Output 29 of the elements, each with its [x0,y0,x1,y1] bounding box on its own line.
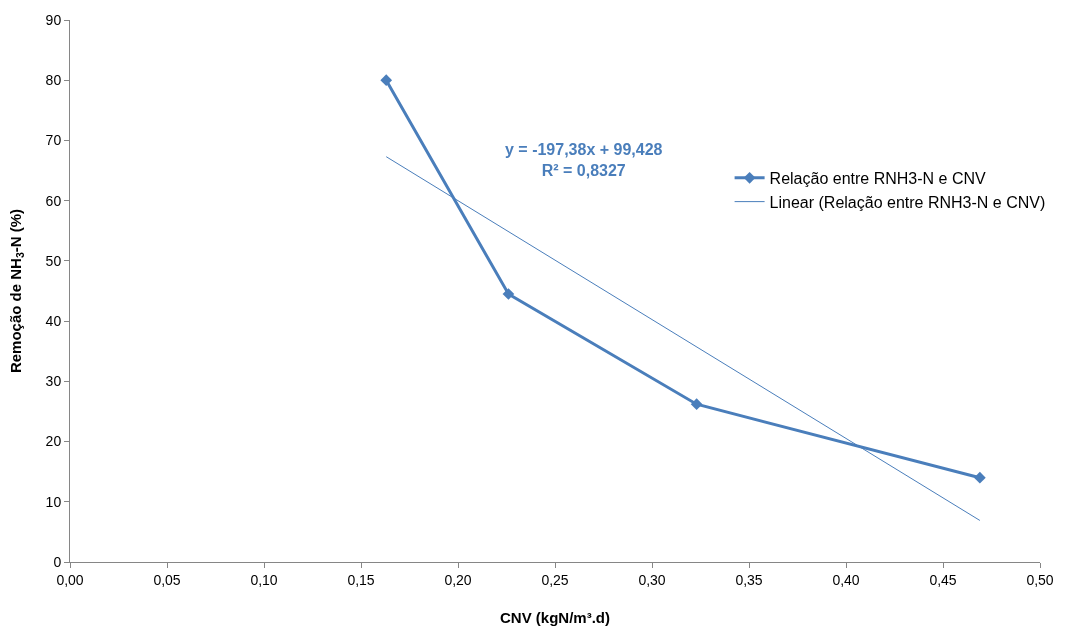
x-tick-label: 0,40 [832,571,860,588]
x-axis-title: CNV (kgN/m³.d) [500,608,610,626]
x-tick-label: 0,10 [250,571,278,588]
y-tick-label: 20 [45,433,62,450]
y-tick-label: 70 [45,132,62,149]
annotation: y = -197,38x + 99,428 R² = 0,8327 [505,141,663,179]
y-tick-label: 90 [45,11,62,28]
y-tick-label: 30 [45,373,62,390]
y-tick-label: 80 [45,72,62,89]
point [690,398,703,411]
x-tick-label: 0,35 [735,571,763,588]
x-tick-label: 0,20 [444,571,472,588]
point [974,471,986,484]
y-tick-label: 60 [45,192,62,209]
y-tick-label: 0 [53,553,62,570]
x-tick-label: 0,05 [153,571,181,588]
x-tick-label: 0,30 [638,571,666,588]
legend-label: Linear (Relação entre RNH3-N e CNV) [769,193,1046,211]
legend-label: Relação entre RNH3-N e CNV [769,170,987,188]
y-tick-label: 40 [45,313,62,330]
x-tick-label: 0,00 [56,571,84,588]
x-tick-label: 0,45 [929,571,957,588]
x-tick-label: 0,25 [541,571,569,588]
y-tick-label: 10 [45,493,62,510]
x-tick-label: 0,15 [347,571,375,588]
y-tick-label: 50 [45,252,62,269]
point [502,288,515,300]
x-tick-label: 0,50 [1026,571,1054,588]
point [380,74,393,87]
